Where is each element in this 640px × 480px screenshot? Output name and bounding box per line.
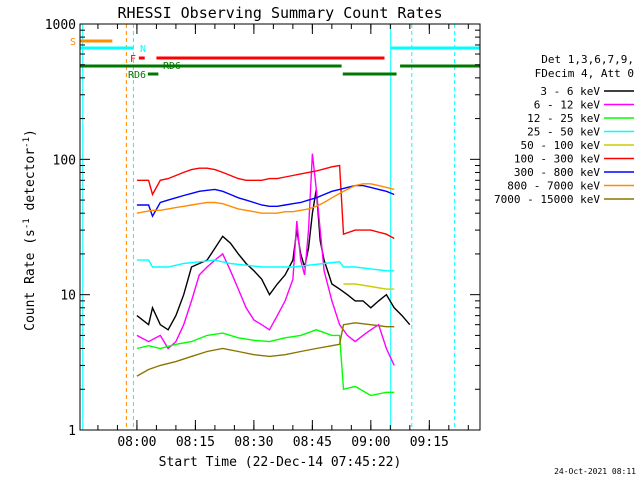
series-layer — [136, 153, 411, 397]
x-tick-label: 08:30 — [234, 435, 273, 450]
series-line — [136, 184, 395, 218]
series-line — [136, 164, 395, 240]
x-tick-label: 09:15 — [410, 435, 449, 450]
series-line — [136, 153, 395, 366]
y-tick-label: 100 — [53, 153, 76, 168]
timestamp: 24-Oct-2021 08:11 — [554, 467, 636, 476]
y-axis-label-part: detector — [23, 148, 38, 219]
chart-title: RHESSI Observing Summary Count Rates — [117, 4, 442, 22]
series-line — [343, 283, 395, 290]
series-line — [136, 329, 395, 397]
y-axis-label-part: ) — [23, 129, 38, 137]
legend-entry-label: 6 - 12 keV — [534, 99, 601, 112]
legend-entry-label: 7000 - 15000 keV — [494, 193, 600, 206]
x-axis-label: Start Time (22-Dec-14 07:45:22) — [159, 455, 402, 470]
y-axis-label-exponent: -1 — [22, 137, 32, 148]
status-bar-label: RD6 — [128, 70, 146, 81]
legend-entry-label: 3 - 6 keV — [540, 85, 600, 98]
svg-text:Count Rate (s-1 detector-1): Count Rate (s-1 detector-1) — [22, 129, 38, 331]
legend-entry-label: 100 - 300 keV — [514, 153, 600, 166]
series-line — [136, 322, 395, 377]
x-tick-label: 08:15 — [176, 435, 215, 450]
legend-entry-label: 300 - 800 keV — [514, 166, 600, 179]
status-bar-label: RD6 — [163, 61, 181, 72]
status-bar-label: F — [130, 54, 136, 65]
plot-frame — [79, 23, 481, 431]
legend-entry-label: 12 - 25 keV — [527, 112, 600, 125]
legend: Det 1,3,6,7,9, FDecim 4, Att 0 3 - 6 keV… — [494, 53, 634, 206]
x-tick-label: 08:00 — [117, 435, 156, 450]
legend-header-line: FDecim 4, Att 0 — [535, 67, 634, 80]
x-tick-label: 08:45 — [293, 435, 332, 450]
legend-header-line: Det 1,3,6,7,9, — [541, 53, 634, 66]
legend-entry-label: 25 - 50 keV — [527, 126, 600, 139]
status-bars: S NF RD6 RD6 — [70, 24, 480, 430]
series-line — [136, 259, 395, 272]
y-axis-label-exponent: -1 — [22, 218, 32, 229]
series-line — [136, 183, 395, 214]
y-tick-label: 1 — [68, 424, 76, 439]
y-tick-label: 10 — [60, 289, 76, 304]
status-bar-label: S — [70, 37, 76, 48]
y-tick-label: 1000 — [45, 18, 76, 33]
legend-entry-label: 50 - 100 keV — [521, 139, 601, 152]
y-axis-label-part: Count Rate (s — [23, 229, 38, 331]
status-bar-label: N — [140, 44, 146, 55]
legend-entry-label: 800 - 7000 keV — [507, 180, 600, 193]
x-tick-label: 09:00 — [351, 435, 390, 450]
axes-layer: 1 10 100 1000 08:00 08:15 08:30 08:45 09:00 09:15 — [45, 18, 481, 450]
y-axis-label: Count Rate (s-1 detector-1) — [22, 129, 38, 331]
